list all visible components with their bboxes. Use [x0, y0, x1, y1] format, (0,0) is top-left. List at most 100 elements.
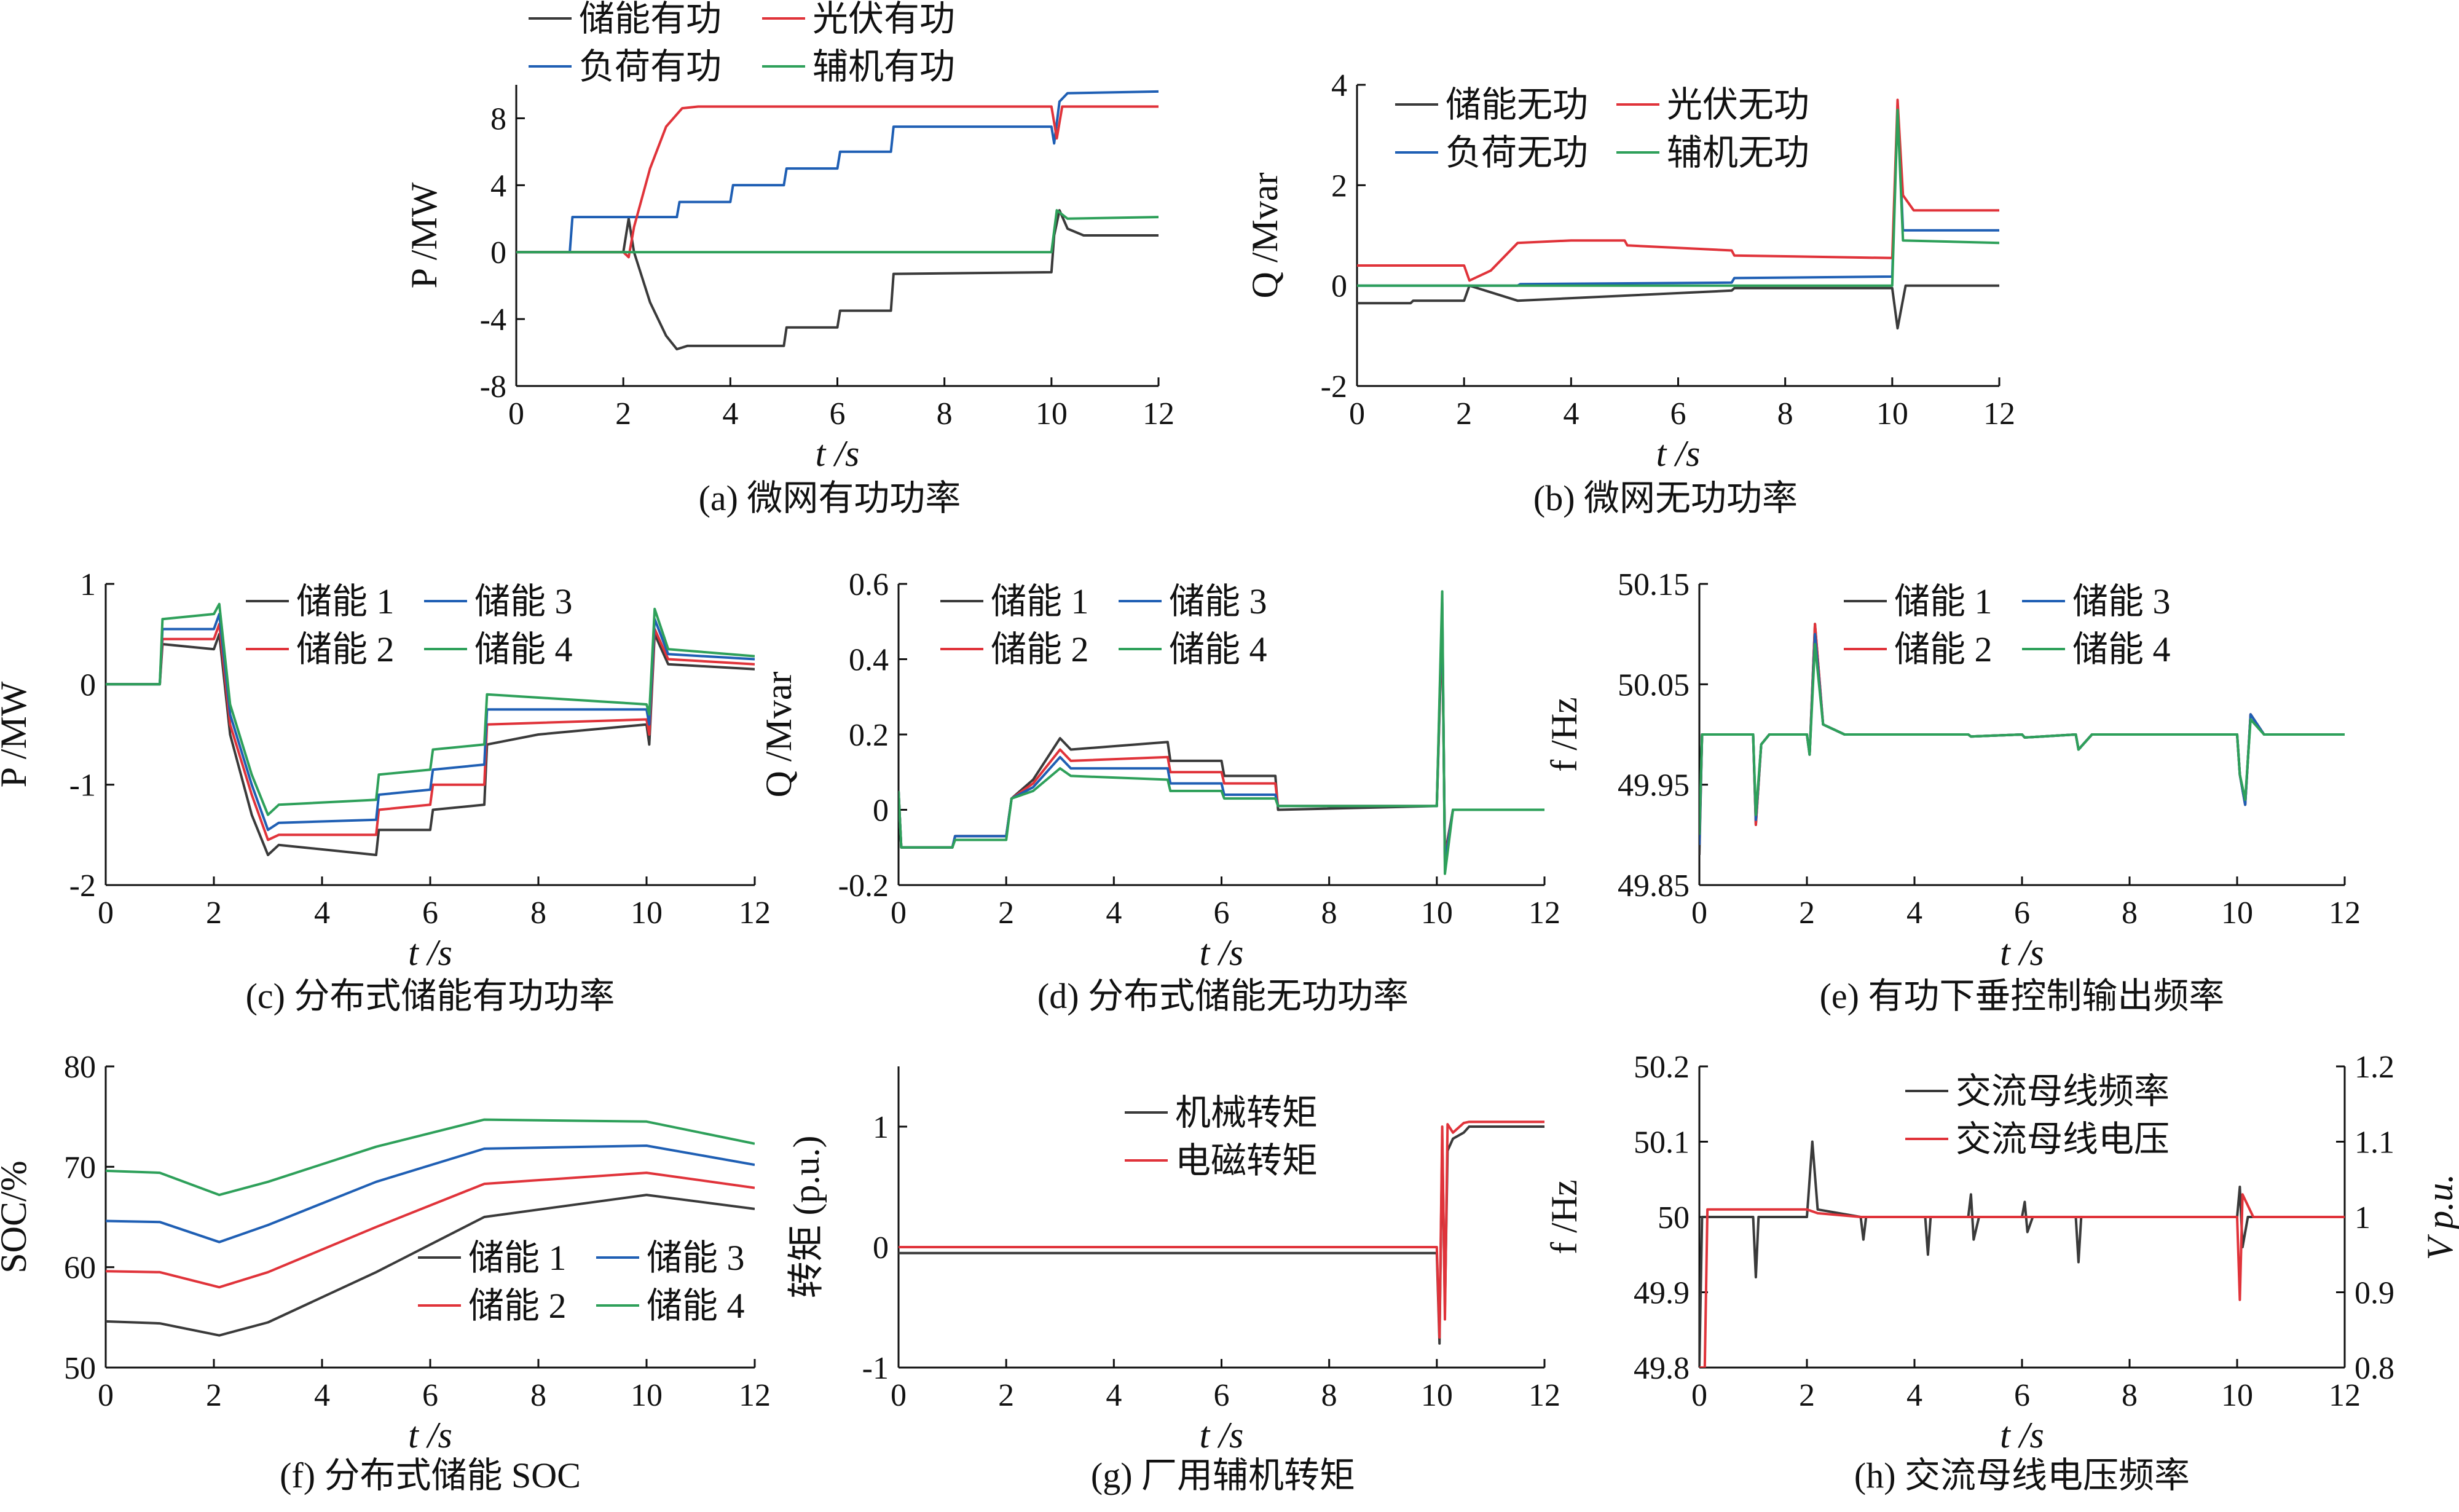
chart-panel-c: 0 2 4 6 8 10 12 -2 -1 0 1 t /s P /MW 储能 1 储能 2 储能 3 储能 4…	[0, 567, 771, 1016]
y-axis-label: Q /Mvar	[1245, 173, 1285, 299]
x-tick-label: 2	[1799, 896, 1815, 931]
y-axis-label: SOC/%	[0, 1160, 34, 1273]
x-tick-label: 10	[1421, 1378, 1453, 1413]
series-line-1	[106, 632, 755, 856]
y-tick-label: -8	[480, 369, 506, 404]
y-tick-label: -1	[862, 1351, 889, 1386]
y-axis-label: P /MW	[0, 681, 34, 787]
x-tick-label: 10	[1421, 896, 1453, 931]
y-tick-label: 50.2	[1634, 1050, 1690, 1085]
x-tick-label: 4	[314, 896, 330, 931]
panel-caption: (c) 分布式储能有功功率	[246, 976, 615, 1016]
x-tick-label: 4	[1106, 896, 1122, 931]
legend-label: 储能 3	[474, 581, 573, 621]
series-line-4	[106, 602, 755, 816]
x-tick-label: 10	[631, 896, 663, 931]
x-tick-label: 10	[1876, 396, 1908, 431]
series-line-1	[1357, 284, 1999, 330]
x-tick-label: 0	[98, 896, 114, 931]
y-tick-label: 49.95	[1618, 768, 1690, 803]
y-axis-label: 转矩 (p.u.)	[786, 1136, 827, 1299]
chart-panel-h: 0 2 4 6 8 10 12 49.8 49.9 50 50.1 50.2 0.8 0.9 1 1.1 1.2…	[1544, 1050, 2459, 1495]
x-tick-label: 6	[2014, 896, 2030, 931]
x-tick-label: 8	[1321, 896, 1337, 931]
x-axis-label: t /s	[408, 932, 452, 973]
series-line-3	[106, 1144, 755, 1243]
legend-label: 储能 1	[468, 1238, 567, 1278]
legend-label: 储能 4	[647, 1286, 745, 1326]
series-line-3	[1699, 632, 2345, 845]
x-tick-label: 2	[1799, 1378, 1815, 1413]
x-axis-label: t /s	[1200, 932, 1244, 973]
x-axis-label: t /s	[2000, 1415, 2044, 1455]
series-line-4	[1357, 108, 1999, 287]
legend-label: 储能 2	[296, 629, 395, 669]
panel-caption: (e) 有功下垂控制输出频率	[1820, 976, 2225, 1016]
x-tick-label: 8	[1777, 396, 1793, 431]
x-tick-label: 0	[1691, 1378, 1707, 1413]
series-line-2	[899, 1120, 1544, 1339]
x-tick-label: 10	[2221, 896, 2253, 931]
x-tick-label: 4	[1906, 896, 1922, 931]
x-axis-label: t /s	[408, 1415, 452, 1455]
legend-label: 储能 2	[1894, 629, 1993, 669]
x-tick-label: 6	[1214, 896, 1230, 931]
y-tick-label: 49.9	[1634, 1276, 1690, 1311]
series-line-3	[1357, 98, 1999, 282]
y-tick-label: 49.85	[1618, 868, 1690, 904]
panel-caption: (d) 分布式储能无功功率	[1037, 976, 1409, 1016]
panel-caption: (f) 分布式储能 SOC	[280, 1455, 581, 1495]
series-line-2	[1699, 1193, 2345, 1368]
x-tick-label: 10	[1036, 396, 1068, 431]
legend-label: 储能 1	[296, 581, 395, 621]
legend-label: 辅机有功	[812, 47, 955, 87]
chart-panel-e: 0 2 4 6 8 10 12 49.85 49.95 50.05 50.15 t /s f /Hz 储能…	[1544, 567, 2361, 1016]
y-tick-label: 2	[1331, 168, 1347, 203]
x-tick-label: 4	[1906, 1378, 1922, 1413]
y-axis-label: f /Hz	[1544, 1179, 1584, 1254]
legend-label: 储能 3	[1169, 581, 1267, 621]
y2-tick-label: 1.1	[2355, 1125, 2394, 1160]
x-tick-label: 10	[631, 1378, 663, 1413]
y2-tick-label: 0.9	[2355, 1276, 2394, 1311]
y-tick-label: 0	[1331, 269, 1347, 304]
legend-label: 储能 1	[1894, 581, 1993, 621]
series-line-2	[106, 1171, 755, 1289]
x-tick-label: 12	[1983, 396, 2015, 431]
x-tick-label: 6	[1670, 396, 1686, 431]
legend-label: 储能 2	[991, 629, 1089, 669]
x-tick-label: 2	[1456, 396, 1472, 431]
x-tick-label: 12	[1529, 1378, 1560, 1413]
y-axis-label: P /MW	[404, 182, 444, 288]
y2-axis-label: V p.u.	[2420, 1174, 2459, 1261]
legend-label: 储能 4	[2072, 629, 2171, 669]
x-tick-label: 8	[2122, 896, 2138, 931]
panel-caption: (b) 微网无功功率	[1533, 478, 1798, 518]
y2-tick-label: 1	[2355, 1200, 2370, 1235]
panel-caption: (g) 厂用辅机转矩	[1091, 1455, 1355, 1495]
series-line-2	[516, 90, 1159, 254]
y-tick-label: -0.2	[838, 868, 889, 904]
y-tick-label: 1	[80, 567, 96, 602]
legend-label: 机械转矩	[1175, 1093, 1318, 1133]
legend-label: 储能无功	[1446, 85, 1588, 125]
y-tick-label: 0.4	[849, 643, 889, 678]
y-tick-label: 60	[64, 1251, 96, 1286]
series-line-4	[1699, 643, 2345, 835]
series-line-3	[106, 613, 755, 832]
legend-label: 储能 3	[2072, 581, 2171, 621]
y-tick-label: 0.6	[849, 567, 889, 602]
x-tick-label: 8	[530, 896, 546, 931]
y-tick-label: 0.2	[849, 718, 889, 753]
y-tick-label: -2	[1321, 369, 1347, 404]
x-tick-label: 0	[508, 396, 524, 431]
y-tick-label: 4	[1331, 68, 1347, 103]
y-tick-label: 80	[64, 1050, 96, 1085]
legend-label: 光伏有功	[812, 0, 955, 39]
x-tick-label: 0	[98, 1378, 114, 1413]
x-tick-label: 12	[739, 896, 771, 931]
x-tick-label: 6	[830, 396, 846, 431]
y-axis-label: Q /Mvar	[758, 672, 799, 798]
